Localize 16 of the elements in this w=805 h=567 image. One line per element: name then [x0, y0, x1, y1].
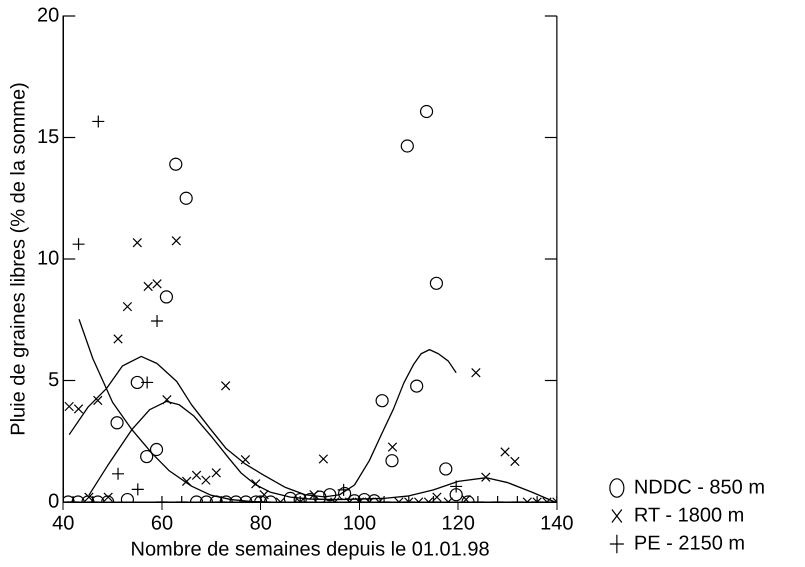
x-tick-label: 100 [342, 512, 376, 535]
x-tick-label: 140 [540, 512, 574, 535]
x-tick-label: 80 [250, 512, 272, 535]
legend-label: NDDC - 850 m [634, 476, 766, 499]
x-axis-title: Nombre de semaines depuis le 01.01.98 [130, 538, 490, 561]
y-tick-label: 10 [36, 248, 60, 270]
y-axis-title: Pluie de graines libres (% de la somme) [8, 82, 30, 436]
y-tick-label: 20 [36, 4, 60, 27]
y-tick-label: 0 [48, 490, 60, 513]
y-tick-label: 15 [36, 126, 60, 148]
y-tick-label: 5 [48, 369, 60, 392]
x-tick-label: 40 [52, 512, 74, 535]
legend-label: RT - 1800 m [634, 504, 744, 527]
x-tick-label: 120 [441, 512, 475, 535]
legend-label: PE - 2150 m [634, 532, 746, 555]
x-tick-label: 60 [150, 512, 174, 535]
